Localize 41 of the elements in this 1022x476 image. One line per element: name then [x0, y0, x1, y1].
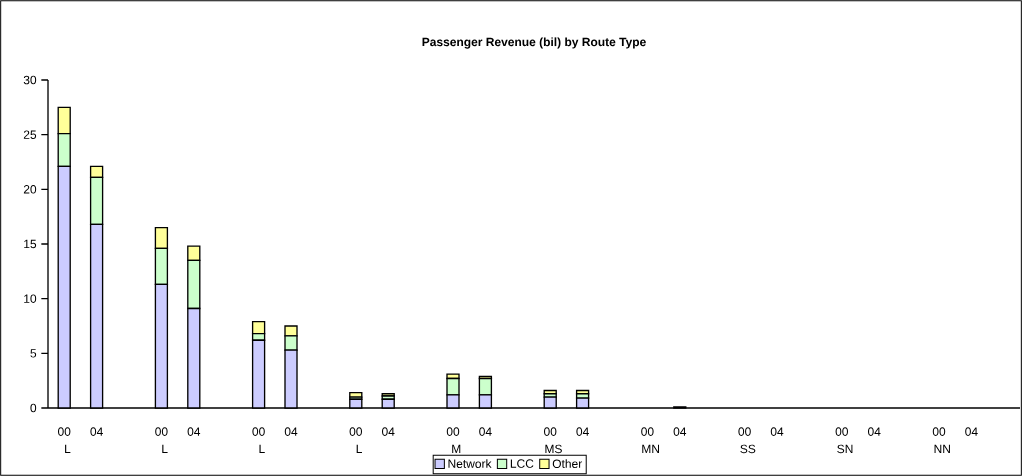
- text: NN: [934, 444, 950, 453]
- x-tick-label: 04: [867, 427, 881, 436]
- y-tick-label: 10: [24, 294, 37, 303]
- x-tick-label: 04: [673, 427, 687, 436]
- y-tick-label: 20: [23, 185, 37, 194]
- y-tick-label: 30: [23, 75, 37, 85]
- x-tick-label: 00: [932, 427, 946, 436]
- legend-label: Network: [448, 459, 492, 468]
- x-tick-label: 00: [155, 427, 168, 436]
- x-tick-label: 04: [770, 427, 784, 436]
- y-tick-label: 0: [30, 403, 37, 413]
- y-tick-label: 15: [24, 239, 37, 249]
- x-tick-label: 04: [187, 427, 201, 436]
- x-tick-label: 04: [576, 427, 589, 436]
- x-tick-label: 00: [252, 427, 265, 436]
- y-tick-label: 5: [30, 349, 37, 358]
- x-tick-label: 04: [90, 427, 103, 436]
- x-tick-label: 00: [543, 427, 557, 436]
- text: L: [259, 444, 265, 453]
- text: SS: [740, 444, 756, 454]
- x-tick-label: 04: [965, 427, 978, 436]
- legend-label: LCC: [510, 459, 534, 468]
- text: L: [162, 444, 168, 453]
- x-tick-label: 00: [349, 427, 363, 436]
- x-tick-label: 00: [835, 427, 849, 436]
- text: MN: [642, 444, 659, 453]
- chart-title: Passenger Revenue (bil) by Route Type: [422, 37, 646, 49]
- y-tick-label: 25: [23, 130, 37, 139]
- text: L: [65, 444, 71, 453]
- x-tick-label: 04: [479, 427, 492, 436]
- legend-label: Other: [552, 459, 583, 468]
- text: MS: [545, 444, 562, 454]
- text: L: [356, 444, 362, 453]
- text: M: [452, 444, 461, 453]
- x-tick-label: 00: [641, 427, 654, 436]
- x-tick-label: 04: [284, 427, 298, 436]
- x-tick-label: 04: [381, 427, 395, 436]
- x-tick-label: 00: [738, 427, 751, 436]
- x-tick-label: 00: [57, 427, 71, 436]
- text: SN: [837, 444, 853, 454]
- x-tick-label: 00: [446, 427, 460, 436]
